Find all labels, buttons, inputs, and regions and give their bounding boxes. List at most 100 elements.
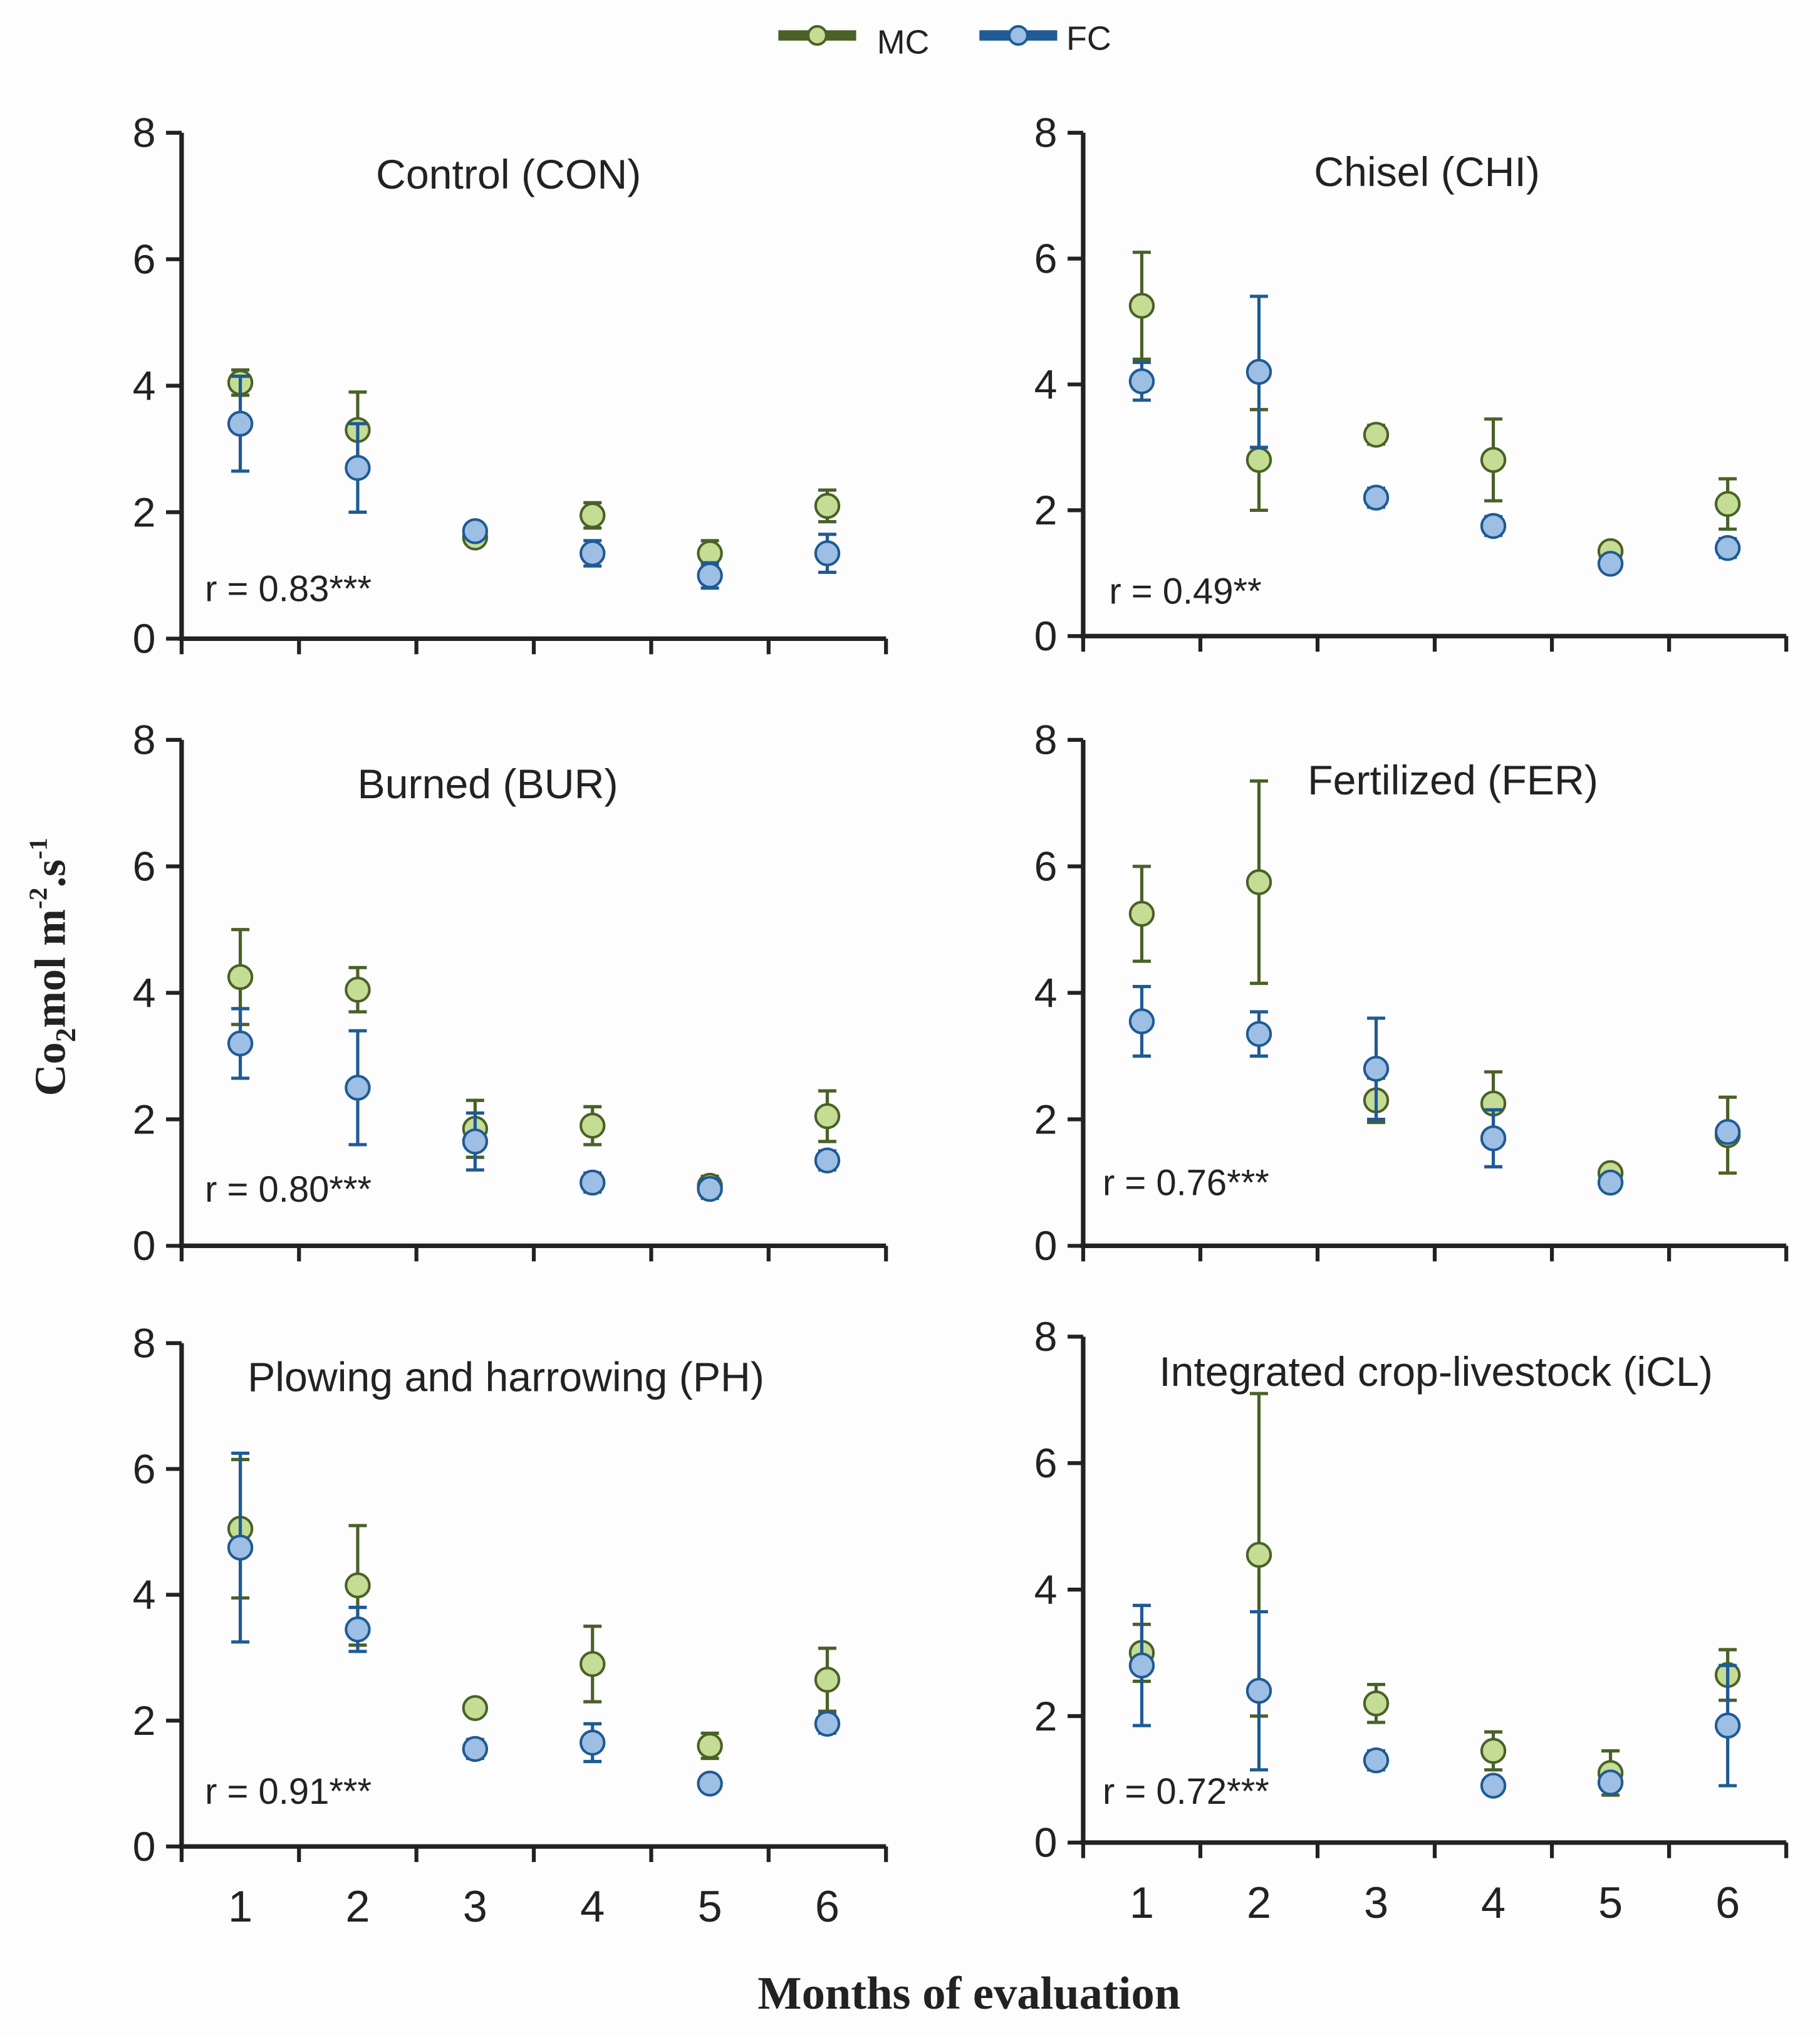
series-mc <box>1128 1392 1741 1797</box>
data-point <box>814 1710 841 1737</box>
series-fc <box>227 374 841 590</box>
y-tick-label: 8 <box>1034 717 1058 764</box>
data-point <box>1128 1652 1155 1678</box>
panel-5: 0 2 4 6 8 1 2 3 4 5 6 Plowing and harrowing (PH) r =… <box>133 1320 888 1931</box>
correlation-annotation: r = 0.49** <box>1109 571 1261 612</box>
data-point <box>227 1534 254 1561</box>
series-mc <box>227 1457 841 1761</box>
y-tick-label: 6 <box>133 844 156 890</box>
series-fc <box>227 1007 841 1202</box>
legend-mc-marker <box>806 25 828 46</box>
data-point <box>462 518 489 544</box>
data-point <box>580 540 606 566</box>
data-point <box>1245 358 1272 385</box>
y-tick-label: 6 <box>1034 1440 1058 1487</box>
data-point <box>1245 1541 1272 1568</box>
y-tick-label: 4 <box>1034 1567 1058 1613</box>
data-point <box>1245 1677 1272 1704</box>
data-point <box>1597 1169 1624 1196</box>
y-tick-label: 4 <box>133 1572 156 1618</box>
correlation-annotation: r = 0.91*** <box>205 1772 372 1812</box>
y-tick-label: 6 <box>133 237 156 283</box>
data-point <box>1363 484 1390 511</box>
data-point <box>1128 1008 1155 1034</box>
data-point <box>1128 293 1155 319</box>
y-tick-label: 2 <box>1034 1096 1058 1143</box>
y-tick-label: 8 <box>133 110 156 157</box>
x-tick-label: 5 <box>1598 1878 1623 1927</box>
data-point <box>1363 1690 1390 1717</box>
y-tick-label: 0 <box>133 1824 156 1870</box>
x-tick-label: 2 <box>345 1881 370 1931</box>
data-point <box>697 1175 723 1202</box>
y-tick-label: 2 <box>133 489 156 536</box>
y-tick-label: 0 <box>133 616 156 662</box>
data-point <box>580 1112 606 1139</box>
data-point <box>580 502 606 529</box>
data-point <box>345 455 371 481</box>
y-tick-label: 2 <box>133 1096 156 1143</box>
data-point <box>345 1075 371 1101</box>
data-point <box>814 492 841 519</box>
y-tick-label: 6 <box>1034 844 1058 890</box>
data-point <box>1128 368 1155 395</box>
series-mc <box>227 368 841 568</box>
y-tick-label: 0 <box>133 1223 156 1269</box>
data-point <box>462 1736 489 1762</box>
series-mc <box>1128 251 1741 565</box>
legend: MC FC <box>778 19 1111 61</box>
data-point <box>345 1616 371 1643</box>
y-tick-label: 6 <box>133 1446 156 1492</box>
x-tick-label: 2 <box>1247 1878 1271 1927</box>
data-point <box>1714 491 1741 518</box>
series-fc <box>1128 1603 1741 1799</box>
series-mc <box>227 928 841 1199</box>
correlation-annotation: r = 0.72*** <box>1103 1772 1269 1812</box>
y-tick-label: 8 <box>133 1320 156 1366</box>
y-tick-label: 2 <box>133 1698 156 1744</box>
panel-3: 0 2 4 6 8 Burned (BUR) r = 0.80*** <box>133 717 888 1269</box>
data-point <box>814 1667 841 1693</box>
panel-title: Chisel (CHI) <box>1314 149 1540 195</box>
x-tick-label: 4 <box>580 1881 605 1931</box>
data-point <box>345 1572 371 1599</box>
x-tick-label: 4 <box>1481 1878 1505 1927</box>
data-point <box>1245 869 1272 895</box>
y-tick-label: 0 <box>1034 1820 1058 1866</box>
data-point <box>814 540 841 566</box>
data-point <box>580 1169 606 1196</box>
y-tick-label: 8 <box>133 717 156 764</box>
data-point <box>1363 422 1390 448</box>
data-point <box>580 1651 606 1677</box>
data-point <box>697 1770 723 1797</box>
data-point <box>462 1128 489 1155</box>
data-point <box>697 1732 723 1759</box>
panel-1: 0 2 4 6 8 Control (CON) r = 0.83*** <box>133 110 888 662</box>
data-point <box>697 562 723 589</box>
data-point <box>1714 1712 1741 1739</box>
data-point <box>345 976 371 1003</box>
data-point <box>227 1030 254 1057</box>
data-point <box>462 1695 489 1721</box>
panel-4: 0 2 4 6 8 Fertilized (FER) r = 0.76*** <box>1034 717 1789 1269</box>
correlation-annotation: r = 0.80*** <box>205 1170 372 1210</box>
data-point <box>1245 1021 1272 1047</box>
y-tick-label: 2 <box>1034 1694 1058 1740</box>
y-tick-label: 0 <box>1034 613 1058 660</box>
data-point <box>1480 447 1507 473</box>
data-point <box>1597 1769 1624 1796</box>
x-tick-label: 1 <box>228 1881 252 1931</box>
panel-2: 0 2 4 6 8 Chisel (CHI) r = 0.49** <box>1034 110 1789 660</box>
series-mc <box>1128 779 1741 1187</box>
panel-title: Integrated crop-livestock (iCL) <box>1159 1349 1713 1395</box>
x-axis-label: Months of evaluation <box>757 1968 1180 2019</box>
x-tick-label: 3 <box>1364 1878 1388 1927</box>
data-point <box>1480 513 1507 539</box>
data-point <box>814 1103 841 1130</box>
x-tick-label: 5 <box>698 1881 722 1931</box>
x-tick-label: 6 <box>1715 1878 1740 1927</box>
data-point <box>1480 1125 1507 1152</box>
panel-title: Control (CON) <box>376 152 641 198</box>
y-tick-label: 4 <box>1034 362 1058 408</box>
